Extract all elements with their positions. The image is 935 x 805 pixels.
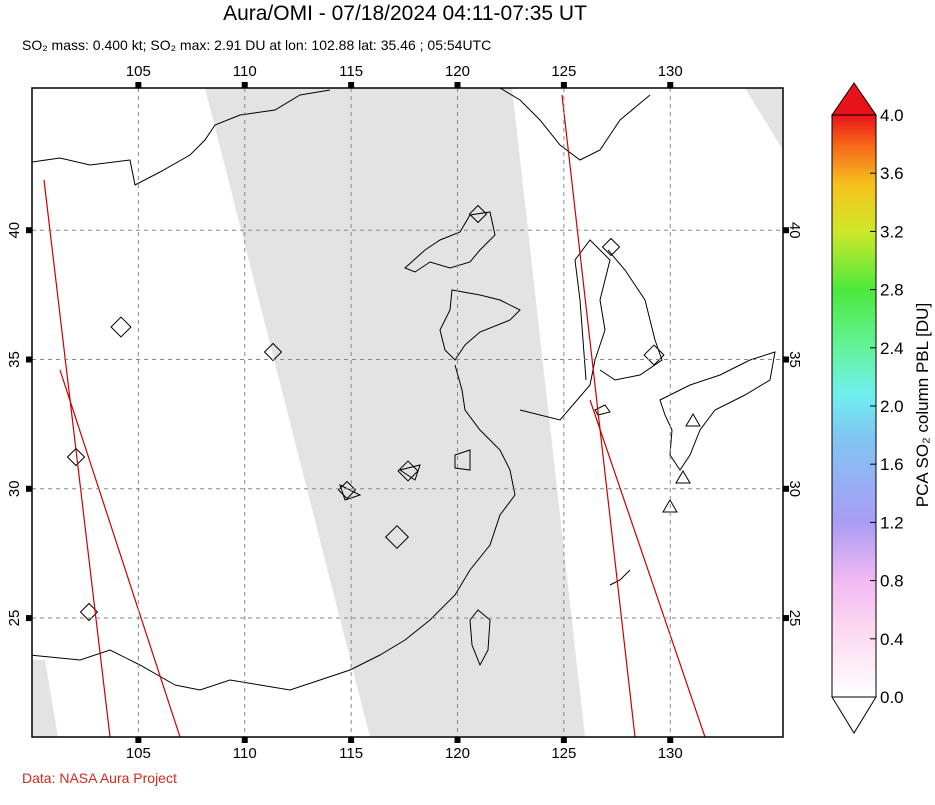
y-tick-label: 35 bbox=[786, 351, 803, 368]
colorbar-tick-label: 0.0 bbox=[880, 688, 904, 707]
swath-gap bbox=[205, 88, 585, 737]
x-tick-label: 115 bbox=[339, 745, 363, 762]
y-tick-label: 40 bbox=[786, 222, 803, 239]
x-tick-label: 120 bbox=[445, 745, 470, 762]
swath-gap bbox=[745, 88, 783, 150]
map-frame bbox=[31, 87, 784, 738]
colorbar-tick-label: 1.2 bbox=[880, 513, 904, 532]
colorbar-tick-label: 1.6 bbox=[880, 455, 904, 474]
x-tick-label: 110 bbox=[233, 63, 257, 80]
colorbar-tick-label: 0.8 bbox=[880, 572, 904, 591]
x-tick-label: 105 bbox=[126, 63, 151, 80]
colorbar-tick-label: 3.6 bbox=[880, 164, 904, 183]
x-tick-label: 130 bbox=[658, 745, 683, 762]
colorbar-tick-label: 4.0 bbox=[880, 106, 904, 125]
x-tick-label: 110 bbox=[233, 745, 257, 762]
colorbar-tick-label: 2.0 bbox=[880, 397, 904, 416]
map-area bbox=[32, 88, 783, 737]
x-tick-label: 115 bbox=[339, 63, 363, 80]
subtitle: SO₂ mass: 0.400 kt; SO₂ max: 2.91 DU at … bbox=[22, 37, 491, 53]
x-tick-label: 130 bbox=[658, 63, 683, 80]
x-tick-label: 125 bbox=[551, 63, 576, 80]
colorbar-tick-label: 0.4 bbox=[880, 630, 904, 649]
y-tick-label: 30 bbox=[786, 480, 803, 497]
y-tick-label: 40 bbox=[6, 222, 23, 239]
colorbar-label: PCA SO₂ column PBL [DU] bbox=[913, 303, 932, 507]
y-tick-label: 35 bbox=[6, 351, 23, 368]
colorbar-tick-label: 2.8 bbox=[880, 281, 904, 300]
x-tick-label: 120 bbox=[445, 63, 470, 80]
y-tick-label: 30 bbox=[6, 480, 23, 497]
y-tick-label: 25 bbox=[6, 610, 23, 627]
swath-gap bbox=[32, 660, 58, 737]
colorbar-tick-label: 2.4 bbox=[880, 339, 904, 358]
ticks: 105 105 110 110 115 115 120 120 125 125 130 130 25 25… bbox=[6, 63, 803, 762]
colorbar bbox=[831, 114, 877, 698]
y-tick-label: 25 bbox=[786, 610, 803, 627]
orbit-tracks bbox=[43, 94, 706, 737]
x-tick-label: 125 bbox=[551, 745, 576, 762]
colorbar-max-arrow bbox=[831, 82, 877, 116]
title: Aura/OMI - 07/18/2024 04:11-07:35 UT bbox=[223, 2, 587, 25]
coastlines bbox=[32, 88, 776, 691]
colorbar-ticks: 0.0 0.4 0.8 1.2 1.6 2.0 2.4 2.8 3.2 3.6 4.0 bbox=[870, 106, 904, 707]
colorbar-tick-label: 3.2 bbox=[880, 222, 904, 241]
grid bbox=[32, 88, 783, 737]
x-tick-label: 105 bbox=[126, 745, 151, 762]
source-markers bbox=[66, 204, 701, 622]
source-credit: Data: NASA Aura Project bbox=[22, 770, 177, 786]
colorbar-min-arrow bbox=[831, 696, 877, 734]
